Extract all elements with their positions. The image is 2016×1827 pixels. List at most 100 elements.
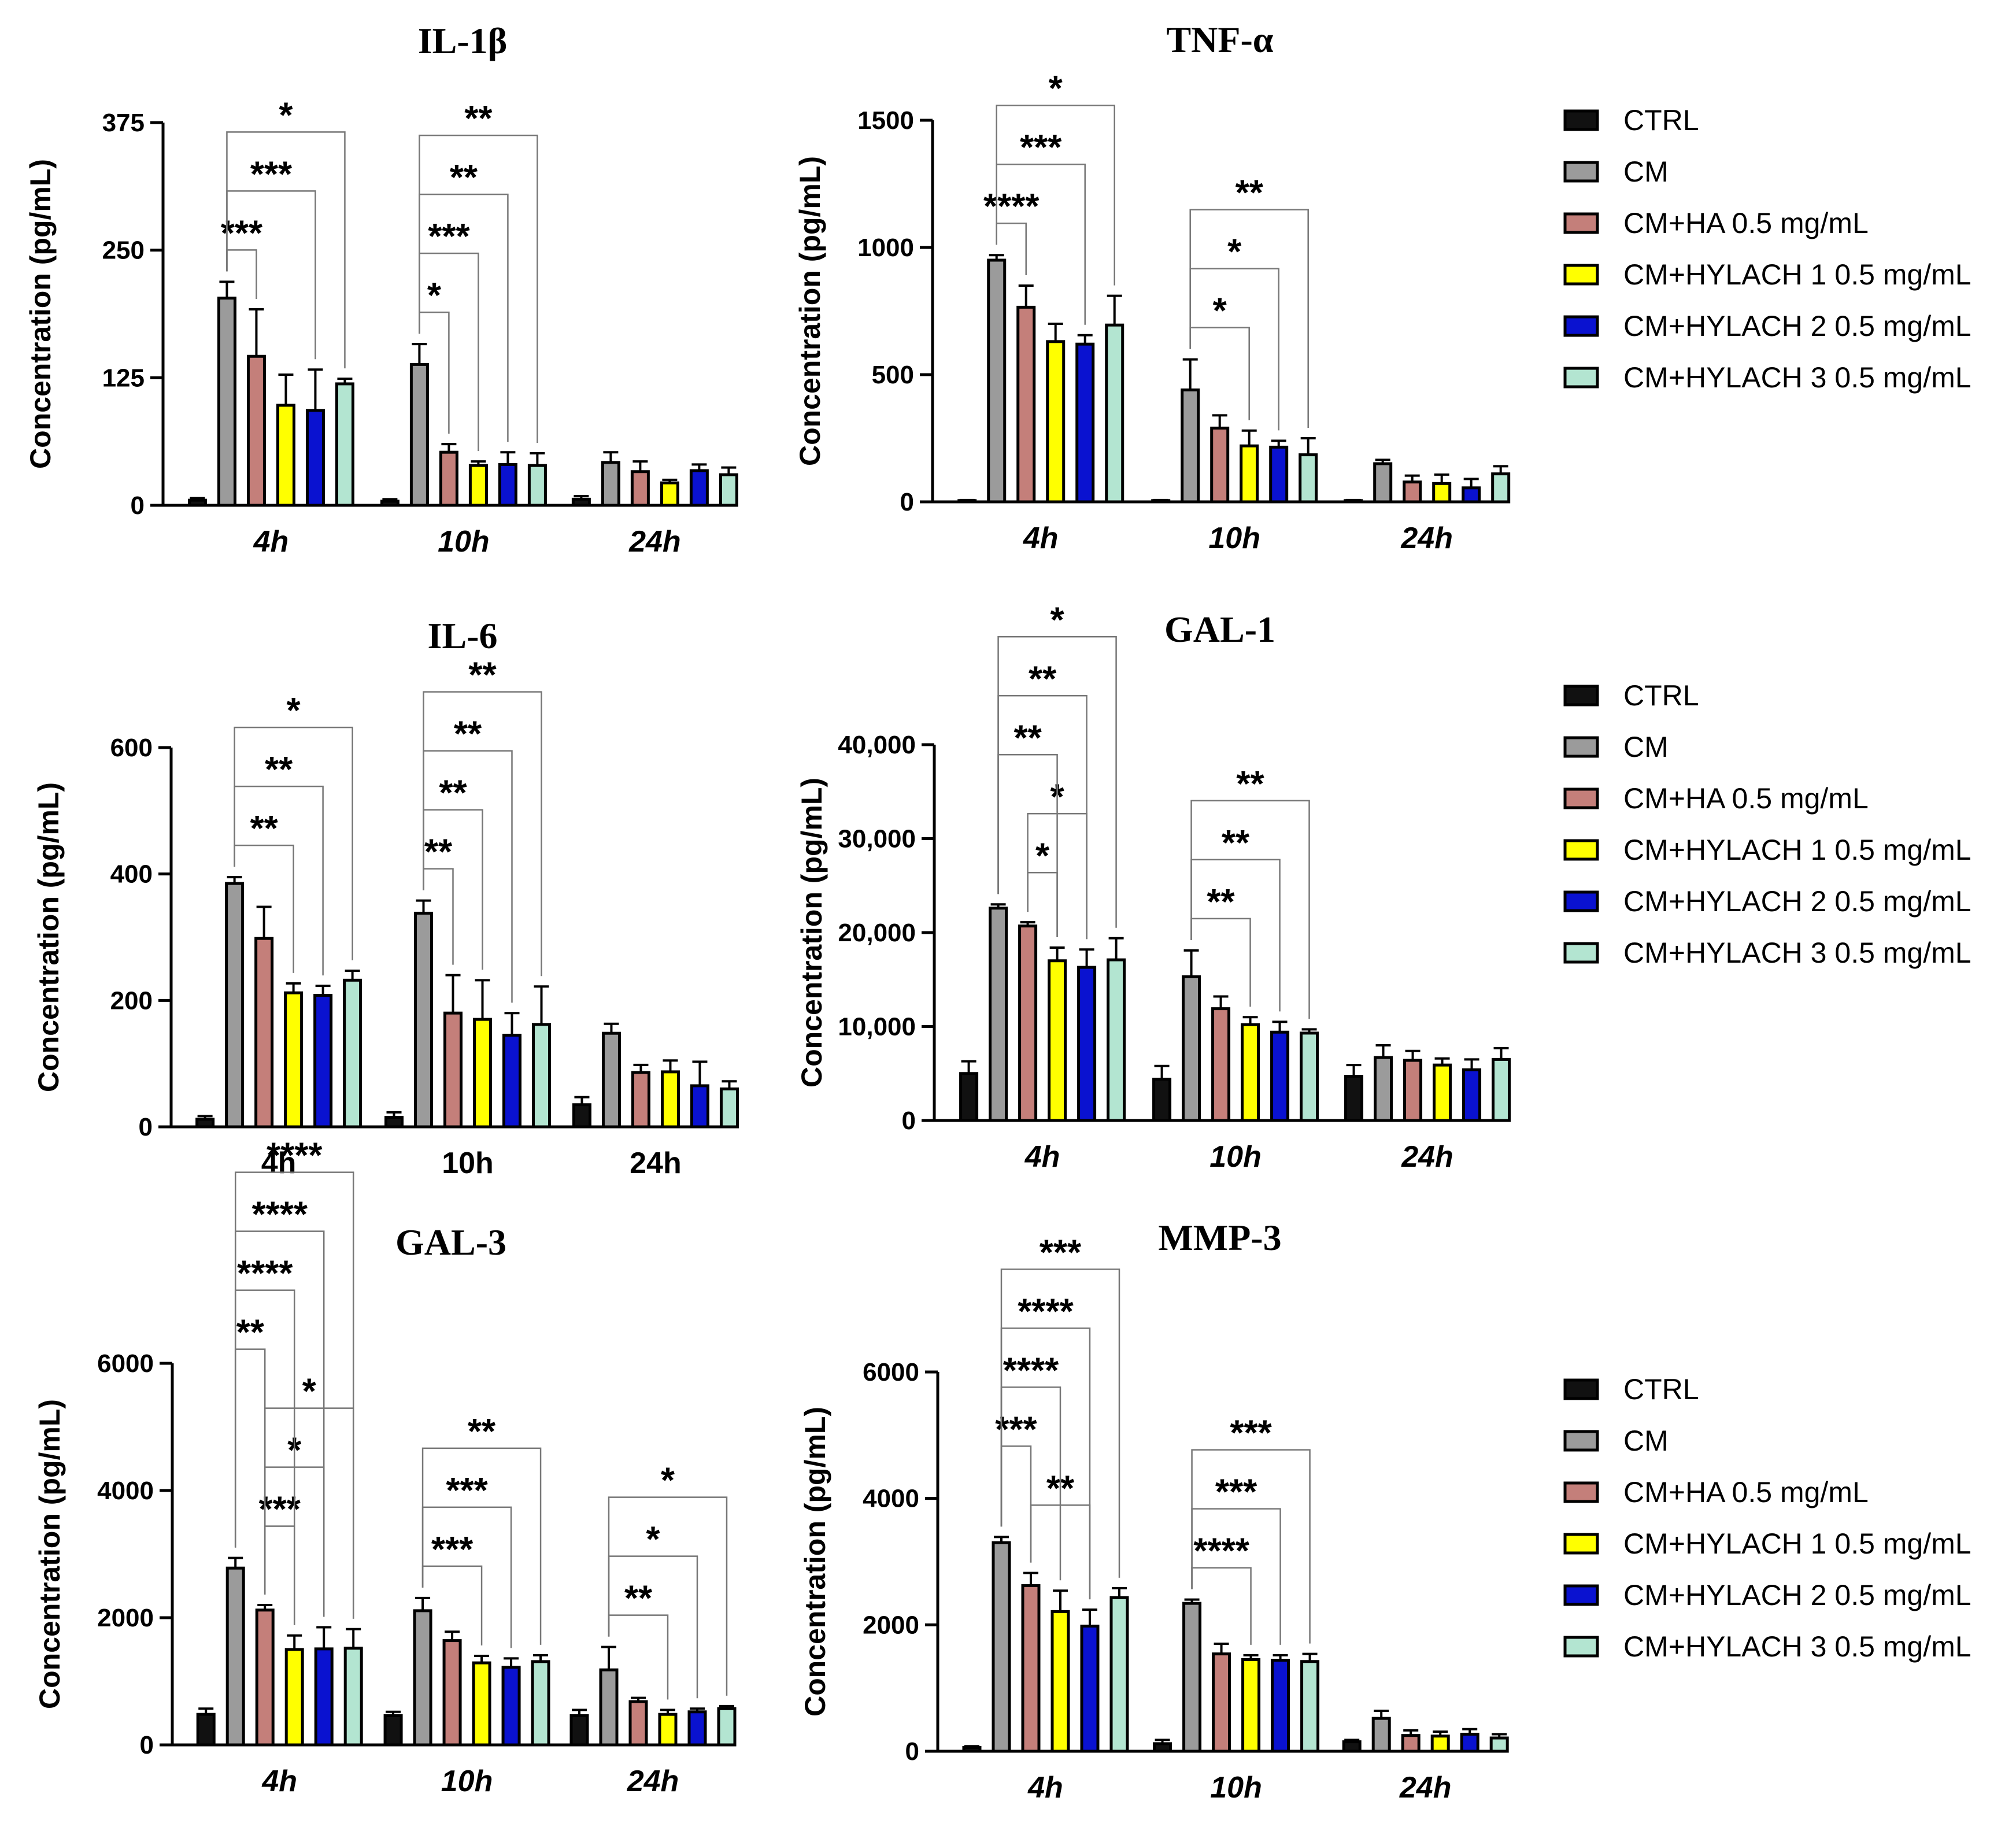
bar (987, 258, 1007, 504)
bar (443, 1011, 463, 1129)
bar (717, 1707, 737, 1747)
significance-label: * (427, 276, 442, 316)
bar (532, 1023, 552, 1129)
y-axis-label: Concentration (pg/mL) (794, 156, 826, 466)
bar (343, 1647, 363, 1747)
y-axis-label: Concentration (pg/mL) (799, 1407, 831, 1717)
significance-bracket (1191, 1449, 1311, 1644)
significance-bracket (1191, 1508, 1281, 1645)
x-tick-label: 24h (1399, 1771, 1452, 1804)
significance-bracket (608, 1496, 728, 1696)
significance-label: *** (995, 1410, 1037, 1449)
bar (343, 978, 362, 1129)
legend-swatch (1563, 1378, 1599, 1400)
significance-label: *** (1215, 1473, 1257, 1512)
bar (1105, 323, 1124, 504)
bar (1300, 1031, 1319, 1122)
legend-label: CM+HYLACH 2 0.5 mg/mL (1623, 310, 1971, 342)
x-tick-label: 4h (261, 1765, 297, 1798)
y-tick-label: 200 (110, 986, 153, 1015)
chart-title: GAL-1 (1164, 609, 1275, 650)
significance-bracket (234, 785, 324, 976)
bar (527, 464, 547, 507)
significance-label: ** (1222, 823, 1250, 863)
bar (1046, 340, 1066, 504)
bar (571, 497, 591, 507)
significance-label: *** (1040, 1233, 1082, 1273)
significance-label: **** (1193, 1532, 1249, 1571)
bar (1300, 1660, 1320, 1753)
bar (628, 1700, 648, 1747)
significance-label: * (1035, 836, 1050, 876)
bar (1080, 1625, 1100, 1753)
legend-label: CM+HYLACH 2 0.5 mg/mL (1623, 885, 1971, 918)
significance-label: * (287, 691, 301, 731)
bar (217, 297, 236, 507)
bar (1403, 1059, 1423, 1122)
bar (1153, 1742, 1172, 1753)
bar (472, 1661, 491, 1747)
bar (1048, 959, 1067, 1122)
bar (1492, 1057, 1511, 1122)
x-tick-label: 24h (628, 525, 681, 559)
y-tick-label: 2000 (97, 1604, 154, 1632)
significance-label: ** (450, 158, 478, 198)
x-tick-label: 4h (261, 1147, 297, 1180)
x-tick-label: 10h (1210, 1771, 1262, 1804)
bar (313, 994, 333, 1129)
bar (498, 463, 517, 507)
bar (383, 1714, 403, 1747)
legend-label: CM+HA 0.5 mg/mL (1623, 207, 1869, 239)
significance-label: ** (439, 774, 467, 813)
bar (195, 1118, 215, 1129)
chart-il1b: IL-1β Concentration (pg/mL) 0 125 250 375 4h 10… (24, 20, 738, 559)
legend-label: CM (1623, 731, 1669, 763)
bar (1075, 342, 1095, 504)
bar (468, 464, 488, 507)
y-axis-label: Concentration (pg/mL) (32, 782, 65, 1092)
bar (473, 1018, 493, 1129)
legend-swatch (1563, 315, 1599, 337)
bar (414, 911, 434, 1129)
bar (1491, 472, 1511, 504)
bar (1371, 1717, 1391, 1753)
legend-label: CTRL (1623, 679, 1699, 712)
significance-label: * (1050, 600, 1065, 640)
y-tick-label: 0 (902, 1107, 916, 1135)
significance-bracket (996, 104, 1115, 286)
chart-gal1: GAL-1 Concentration (pg/mL) 0 10,000 20,000 3… (796, 600, 1511, 1174)
chart-title: GAL-3 (395, 1222, 506, 1263)
bar (1240, 444, 1259, 504)
y-tick-label: 6000 (863, 1358, 919, 1386)
x-tick-label: 10h (1208, 522, 1260, 555)
bar (1241, 1658, 1261, 1753)
bar (719, 1087, 739, 1129)
bar (1181, 388, 1200, 504)
significance-bracket (1190, 800, 1310, 1019)
y-tick-label: 0 (139, 1113, 153, 1141)
y-tick-label: 20,000 (838, 919, 916, 947)
bar (1462, 1068, 1482, 1122)
x-tick-label: 4h (253, 525, 289, 559)
bar (572, 1103, 591, 1129)
legend-label: CTRL (1623, 1373, 1699, 1406)
y-axis-label: Concentration (pg/mL) (24, 159, 57, 469)
chart-gal3: GAL-3 Concentration (pg/mL) 0 2000 4000 6000 4… (34, 1136, 737, 1798)
legend-label: CM+HYLACH 3 0.5 mg/mL (1623, 937, 1971, 969)
y-tick-label: 4000 (97, 1477, 154, 1505)
legend: CTRL CM CM+HA 0.5 mg/mL CM+HYLACH 1 0.5 mg/… (1563, 1373, 1971, 1663)
bar (1430, 1734, 1450, 1753)
y-tick-label: 10,000 (838, 1013, 916, 1041)
significance-label: *** (1230, 1414, 1272, 1454)
legend-swatch (1563, 942, 1599, 964)
x-tick-label: 24h (1401, 1140, 1453, 1174)
bar (501, 1666, 521, 1747)
bar (601, 461, 620, 507)
bar (957, 499, 977, 504)
y-tick-label: 2000 (863, 1611, 919, 1639)
y-tick-label: 0 (900, 488, 914, 516)
bar (255, 1608, 275, 1747)
y-tick-label: 30,000 (838, 825, 916, 853)
significance-label: **** (267, 1136, 323, 1176)
significance-bracket (1190, 859, 1281, 1012)
